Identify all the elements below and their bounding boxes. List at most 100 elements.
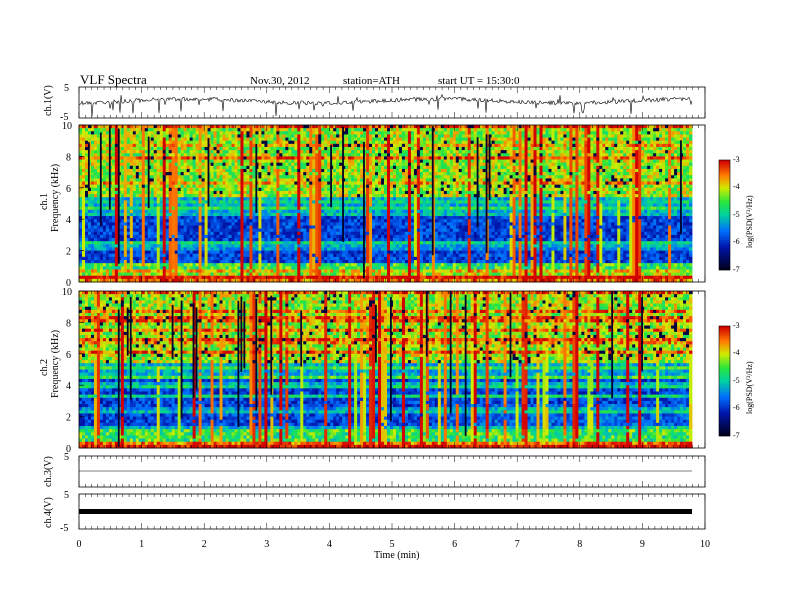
spectrogram-cell	[90, 187, 95, 192]
spectrogram-cell	[105, 162, 110, 167]
spectrogram-cell	[602, 146, 606, 151]
spectrogram-cell	[554, 162, 558, 167]
spectrogram-cell	[545, 184, 549, 189]
spectrogram-cell	[144, 194, 149, 198]
spectrogram-cell	[234, 137, 238, 142]
spectrogram-cell	[647, 140, 651, 145]
spectrogram-cell	[443, 134, 448, 138]
spectrogram-cell	[345, 175, 349, 179]
spectrogram-cell	[419, 131, 424, 135]
spectrogram-cell	[491, 134, 496, 138]
spectrogram-cell	[533, 140, 537, 145]
spectrogram-cell	[599, 165, 603, 170]
spectrogram-cell	[231, 159, 235, 164]
spectrogram-cell	[222, 200, 226, 204]
spectrogram-cell	[282, 137, 286, 142]
spectrogram-cell	[240, 175, 244, 179]
spectrogram-cell	[321, 156, 325, 160]
spectrogram-cell	[659, 131, 663, 135]
spectrogram-cell	[231, 128, 235, 132]
spectrogram-cell	[105, 190, 110, 195]
spectrogram-cell	[219, 162, 223, 167]
spectrogram-cell	[524, 165, 528, 170]
spectrogram-cell	[123, 134, 128, 138]
spectrogram-cell	[312, 175, 316, 179]
spectrogram-cell	[596, 194, 600, 198]
spectrogram-cell	[165, 181, 170, 186]
spectrogram-cell	[270, 159, 274, 164]
spectrogram-cell	[581, 194, 585, 198]
spectrogram-cell	[123, 184, 128, 189]
spectrogram-cell	[683, 197, 687, 201]
spectrogram-cell	[180, 156, 185, 160]
spectrogram-cell	[294, 159, 298, 164]
spectrogram-cell	[398, 194, 403, 198]
spectrogram-cell	[677, 125, 681, 129]
spectrogram-cell	[503, 165, 507, 170]
spectrogram-cell	[309, 146, 313, 151]
spectrogram-cell	[96, 140, 101, 145]
spectrogram-cell	[240, 190, 244, 195]
spectrogram-cell	[264, 190, 268, 195]
spectrogram-cell	[623, 168, 627, 173]
spectrogram-cell	[419, 143, 424, 148]
spectrogram-cell	[357, 162, 361, 167]
spectrogram-cell	[327, 125, 331, 129]
spectrogram-cell	[79, 162, 83, 167]
spectrogram-cell	[231, 190, 235, 195]
spectrogram-cell	[398, 153, 403, 157]
spectrogram-cell	[294, 168, 298, 173]
spectrogram-cell	[84, 137, 89, 142]
spectrogram-cell	[590, 172, 594, 176]
spectrogram-cell	[482, 137, 487, 142]
spectrogram-cell	[605, 178, 609, 182]
spectrogram-cell	[321, 197, 325, 201]
spectrogram-cell	[138, 131, 143, 135]
spectrogram-cell	[638, 156, 642, 160]
spectrogram-cell	[333, 197, 337, 201]
spectrogram-cell	[473, 165, 478, 170]
spectrogram-cell	[437, 134, 442, 138]
spectrogram-cell	[288, 150, 292, 154]
spectrogram-cell	[135, 146, 140, 151]
spectrogram-cell	[587, 187, 591, 192]
spectrogram-cell	[446, 143, 451, 148]
spectrogram-cell	[171, 143, 176, 148]
spectrogram-cell	[159, 153, 164, 157]
spectrogram-cell	[515, 168, 519, 173]
spectrogram-cell	[407, 190, 412, 195]
spectrogram-cell	[512, 165, 516, 170]
spectrogram-cell	[267, 165, 271, 170]
spectrogram-cell	[378, 153, 382, 157]
spectrogram-cell	[590, 178, 594, 182]
spectrogram-cell	[641, 134, 645, 138]
spectrogram-cell	[647, 153, 651, 157]
spectrogram-cell	[563, 184, 567, 189]
spectrogram-cell	[593, 159, 597, 164]
spectrogram-cell	[419, 172, 424, 176]
spectrogram-cell	[425, 150, 430, 154]
spectrogram-cell	[186, 178, 191, 182]
spectrogram-cell	[156, 162, 161, 167]
spectrogram-cell	[530, 190, 534, 195]
spectrogram-cell	[327, 146, 331, 151]
spectrogram-cell	[560, 168, 564, 173]
spectrogram-cell	[593, 134, 597, 138]
spectrogram-cell	[348, 140, 352, 145]
spectrogram-cell	[599, 131, 603, 135]
spectrogram-cell	[243, 190, 247, 195]
spectrogram-cell	[590, 190, 594, 195]
spectrogram-cell	[321, 165, 325, 170]
spectrogram-cell	[297, 197, 301, 201]
spectrogram-cell	[581, 168, 585, 173]
spectrogram-cell	[680, 125, 684, 129]
spectrogram-cell	[222, 134, 226, 138]
spectrogram-cell	[234, 168, 238, 173]
spectrogram-cell	[683, 143, 687, 148]
spectrogram-cell	[297, 140, 301, 145]
spectrogram-cell	[443, 128, 448, 132]
spectrogram-cell	[578, 140, 582, 145]
spectrogram-cell	[566, 190, 570, 195]
spectrogram-cell	[473, 172, 478, 176]
spectrogram-cell	[524, 197, 528, 201]
